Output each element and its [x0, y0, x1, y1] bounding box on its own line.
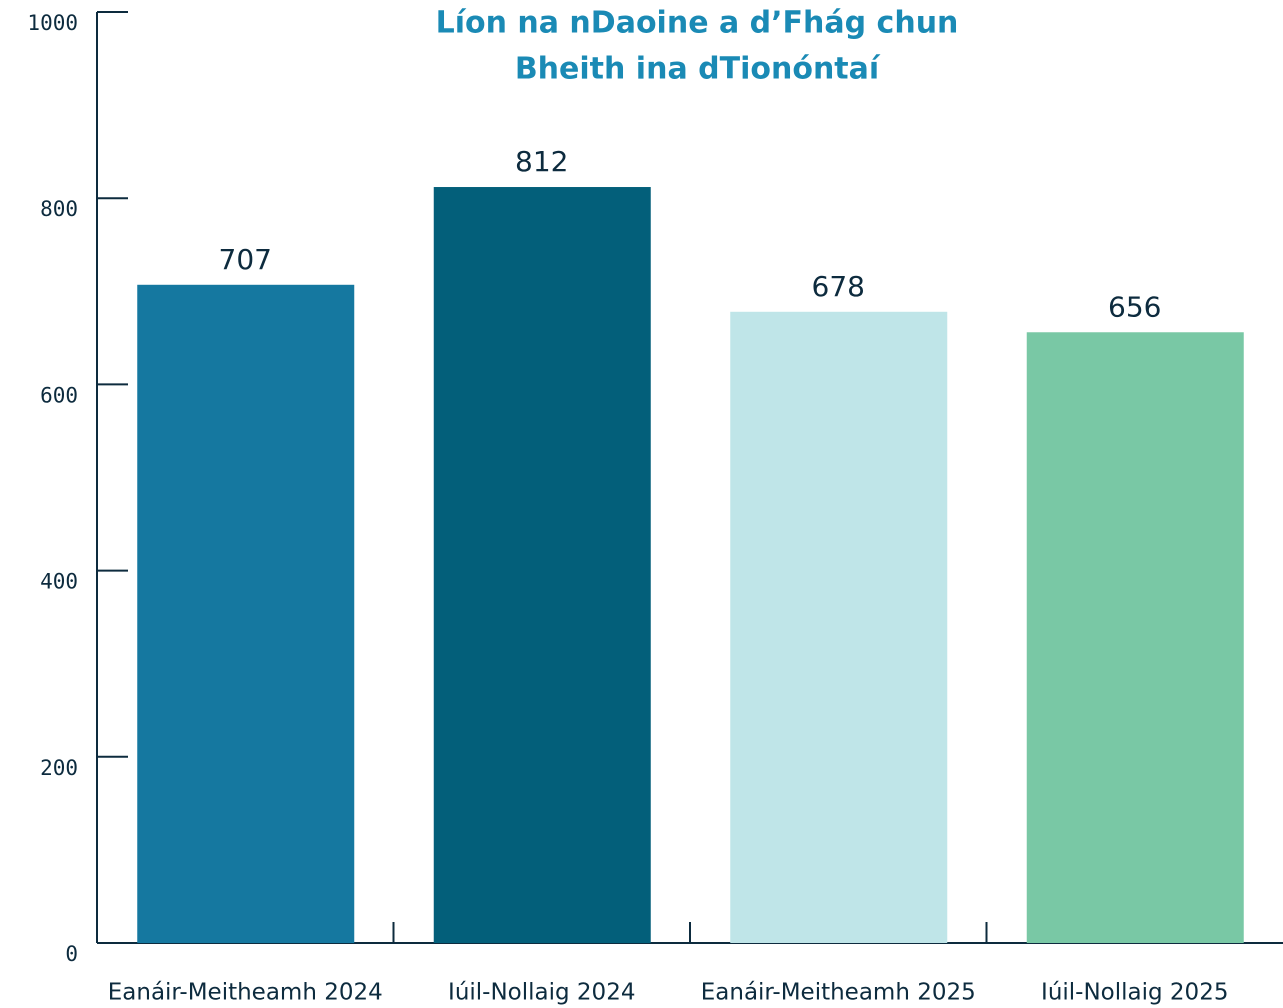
- bar: [1026, 332, 1244, 943]
- value-label: 707: [219, 243, 272, 276]
- bar: [730, 311, 948, 944]
- y-tick-label: 600: [40, 383, 78, 407]
- y-tick-label: 0: [65, 942, 78, 966]
- value-label: 812: [515, 145, 568, 178]
- value-label: 656: [1108, 290, 1161, 323]
- y-tick-label: 200: [40, 756, 78, 780]
- x-tick-label: Eanáir-Meitheamh 2025: [701, 980, 976, 1006]
- bar: [433, 187, 651, 943]
- bar: [137, 284, 355, 944]
- y-tick-label: 1000: [27, 11, 78, 35]
- y-tick-label: 800: [40, 197, 78, 221]
- value-label: 678: [812, 270, 865, 303]
- y-tick-label: 400: [40, 570, 78, 594]
- chart-title: Líon na nDaoine a d’Fhág chun: [436, 6, 959, 41]
- x-tick-label: Iúil-Nollaig 2024: [448, 980, 635, 1006]
- chart-title: Bheith ina dTionóntaí: [515, 52, 881, 87]
- x-tick-label: Iúil-Nollaig 2025: [1041, 980, 1228, 1006]
- x-tick-label: Eanáir-Meitheamh 2024: [108, 980, 383, 1006]
